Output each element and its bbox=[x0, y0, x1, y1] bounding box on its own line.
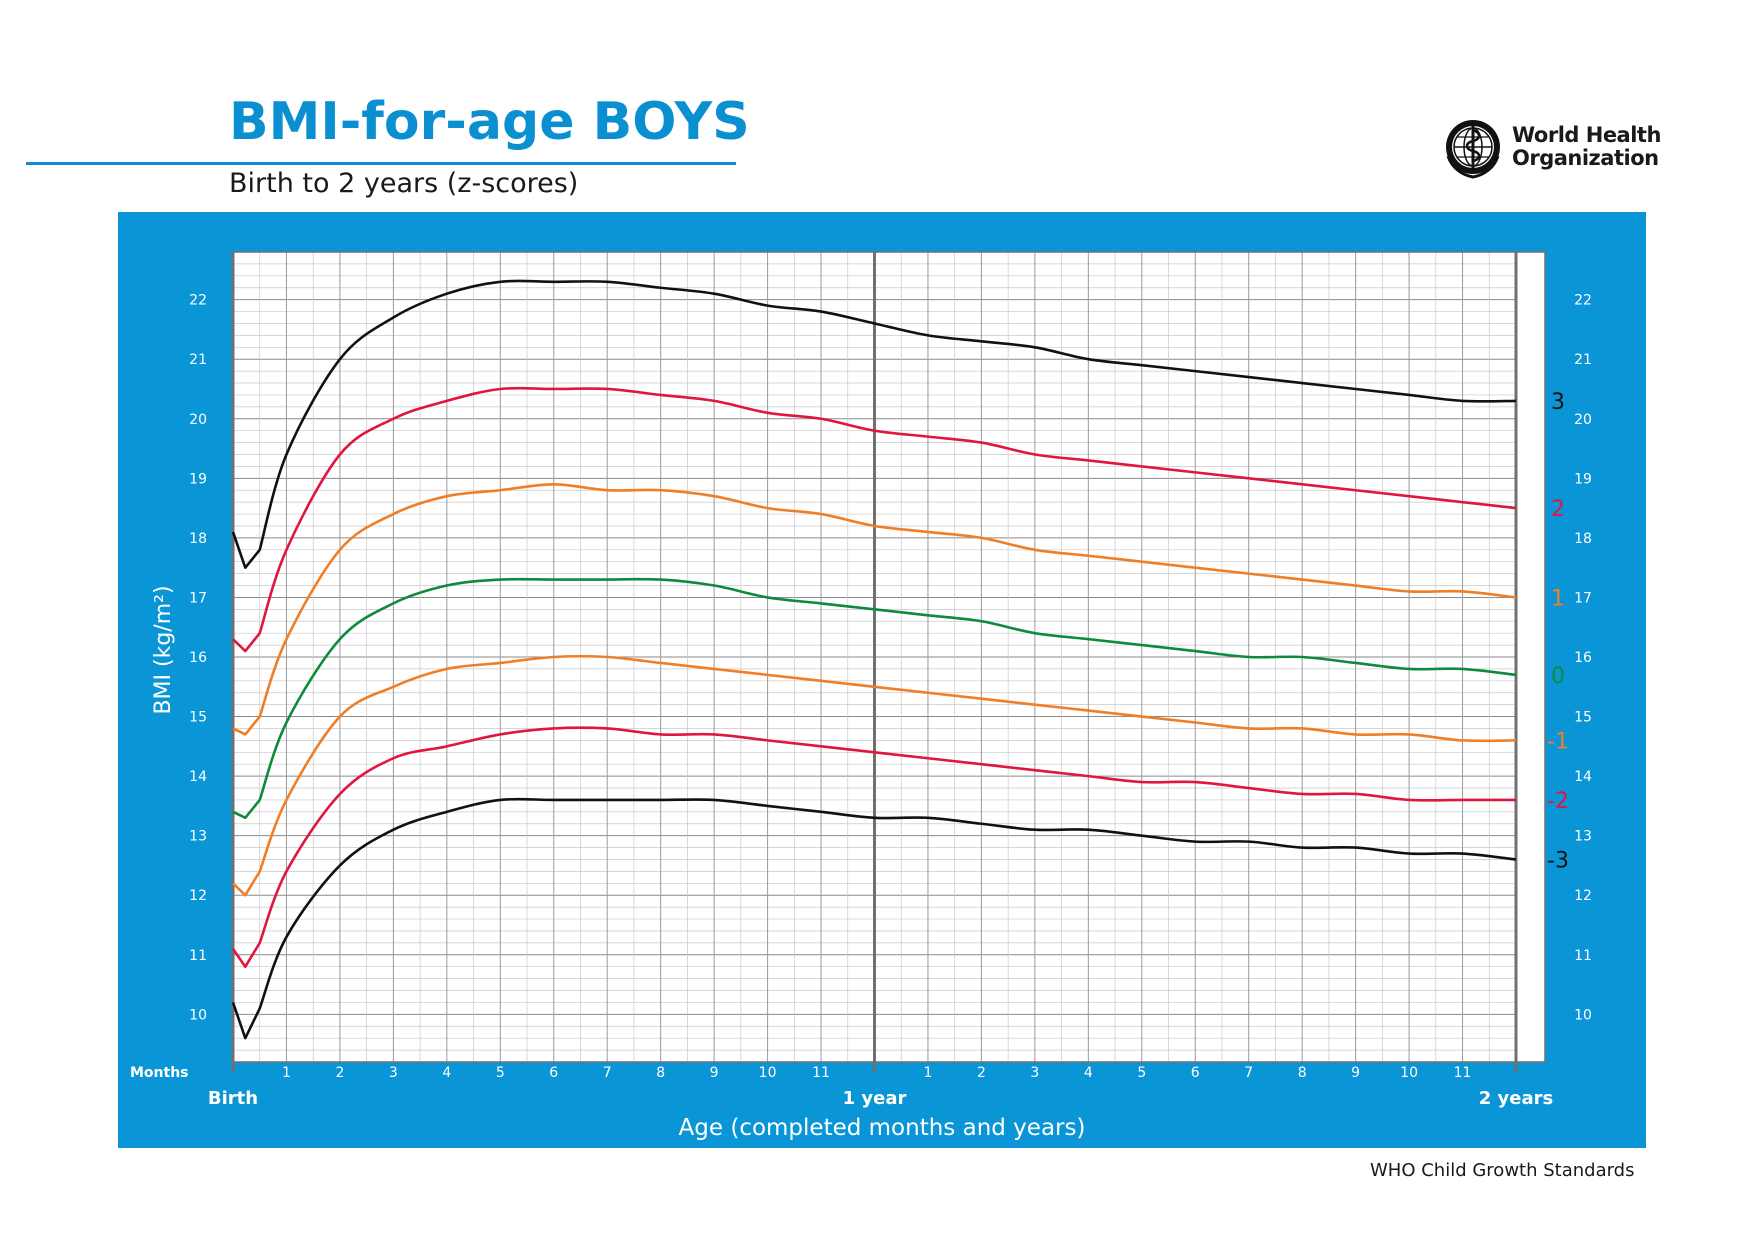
x-tick-label: 3 bbox=[389, 1065, 398, 1081]
x-tick-label: 7 bbox=[1244, 1065, 1253, 1081]
y-tick-label-left: 15 bbox=[189, 710, 207, 726]
footer-note: WHO Child Growth Standards bbox=[1370, 1160, 1635, 1181]
y-tick-label-left: 19 bbox=[189, 471, 207, 487]
series-label-z-1: -1 bbox=[1547, 729, 1569, 754]
series-label-z2: 2 bbox=[1551, 497, 1565, 522]
who-emblem-icon bbox=[1446, 120, 1500, 179]
y-tick-label-left: 10 bbox=[189, 1007, 207, 1023]
y-axis-label: BMI (kg/m²) bbox=[151, 585, 176, 714]
y-tick-label-left: 13 bbox=[189, 829, 207, 845]
x-tick-label: 10 bbox=[759, 1065, 777, 1081]
y-tick-label-left: 22 bbox=[189, 293, 207, 309]
grid-major bbox=[231, 251, 1546, 1072]
x-tick-label: 7 bbox=[603, 1065, 612, 1081]
y-tick-label-right: 21 bbox=[1574, 352, 1592, 368]
x-tick-label: 10 bbox=[1400, 1065, 1418, 1081]
series-label-z-2: -2 bbox=[1547, 789, 1569, 814]
y-tick-label-left: 12 bbox=[189, 888, 207, 904]
x-tick-label-major: Birth bbox=[208, 1088, 258, 1109]
y-tick-label-right: 13 bbox=[1574, 829, 1592, 845]
title-underline bbox=[26, 162, 736, 165]
x-tick-label: 3 bbox=[1030, 1065, 1039, 1081]
y-tick-label-right: 12 bbox=[1574, 888, 1592, 904]
series-label-z0: 0 bbox=[1551, 664, 1565, 689]
y-tick-label-left: 18 bbox=[189, 531, 207, 547]
y-tick-label-right: 17 bbox=[1574, 590, 1592, 606]
plot-border bbox=[232, 251, 1546, 1063]
series-line-z0 bbox=[232, 577, 1517, 820]
who-name: World Health Organization bbox=[1512, 124, 1661, 170]
y-tick-label-right: 20 bbox=[1574, 412, 1592, 428]
series-layer bbox=[231, 279, 1517, 1040]
who-name-line1: World Health bbox=[1512, 123, 1661, 147]
x-tick-label: 6 bbox=[1191, 1065, 1200, 1081]
series-line-z-3 bbox=[231, 797, 1517, 1040]
x-tick-label: 9 bbox=[710, 1065, 719, 1081]
x-axis-label: Age (completed months and years) bbox=[679, 1115, 1086, 1141]
y-tick-label-right: 19 bbox=[1574, 471, 1592, 487]
series-line-z2 bbox=[232, 386, 1517, 653]
series-line-z3 bbox=[231, 279, 1517, 569]
y-tick-label-left: 20 bbox=[189, 412, 207, 428]
y-tick-label-left: 17 bbox=[189, 590, 207, 606]
x-tick-label: 4 bbox=[442, 1065, 451, 1081]
y-tick-label-right: 22 bbox=[1574, 293, 1592, 309]
series-label-z1: 1 bbox=[1551, 586, 1565, 611]
x-tick-label: 8 bbox=[656, 1065, 665, 1081]
x-tick-label: 11 bbox=[812, 1065, 830, 1081]
series-line-z-2 bbox=[231, 726, 1516, 969]
x-tick-label: 11 bbox=[1454, 1065, 1472, 1081]
y-tick-label-right: 11 bbox=[1574, 948, 1592, 964]
x-tick-label: 9 bbox=[1351, 1065, 1360, 1081]
x-tick-label-major: 1 year bbox=[843, 1088, 907, 1109]
y-tick-label-right: 14 bbox=[1574, 769, 1592, 785]
y-tick-label-right: 16 bbox=[1574, 650, 1592, 666]
x-tick-label: 8 bbox=[1298, 1065, 1307, 1081]
x-tick-label: 5 bbox=[1137, 1065, 1146, 1081]
x-unit-label: Months bbox=[130, 1065, 189, 1081]
y-tick-label-left: 14 bbox=[189, 769, 207, 785]
x-tick-label: 6 bbox=[549, 1065, 558, 1081]
series-label-z3: 3 bbox=[1551, 390, 1565, 415]
x-tick-label: 1 bbox=[282, 1065, 291, 1081]
x-tick-labels: Birth 1 2 3 4 5 6 7 8 9 10 11 1 year 1 2 3 4 5 6 7 8 9 10 11 2 y… bbox=[208, 1065, 1553, 1109]
x-tick-label: 2 bbox=[977, 1065, 986, 1081]
y-tick-label-right: 10 bbox=[1574, 1007, 1592, 1023]
series-label-z-3: -3 bbox=[1547, 849, 1569, 874]
series-line-z1 bbox=[232, 482, 1517, 736]
x-tick-label-major: 2 years bbox=[1479, 1088, 1553, 1109]
page-subtitle: Birth to 2 years (z-scores) bbox=[229, 168, 579, 199]
x-tick-label: 1 bbox=[923, 1065, 932, 1081]
page-title: BMI-for-age BOYS bbox=[229, 92, 750, 152]
x-tick-label: 4 bbox=[1084, 1065, 1093, 1081]
y-tick-label-left: 11 bbox=[189, 948, 207, 964]
x-tick-label: 5 bbox=[496, 1065, 505, 1081]
series-labels: 3 2 1 0 -1 -2 -3 bbox=[1547, 390, 1569, 874]
series-line-z-1 bbox=[232, 654, 1517, 897]
y-tick-label-left: 16 bbox=[189, 650, 207, 666]
x-tick-label: 2 bbox=[335, 1065, 344, 1081]
y-tick-label-right: 18 bbox=[1574, 531, 1592, 547]
who-name-line2: Organization bbox=[1512, 146, 1659, 170]
y-tick-label-right: 15 bbox=[1574, 710, 1592, 726]
y-tick-label-left: 21 bbox=[189, 352, 207, 368]
